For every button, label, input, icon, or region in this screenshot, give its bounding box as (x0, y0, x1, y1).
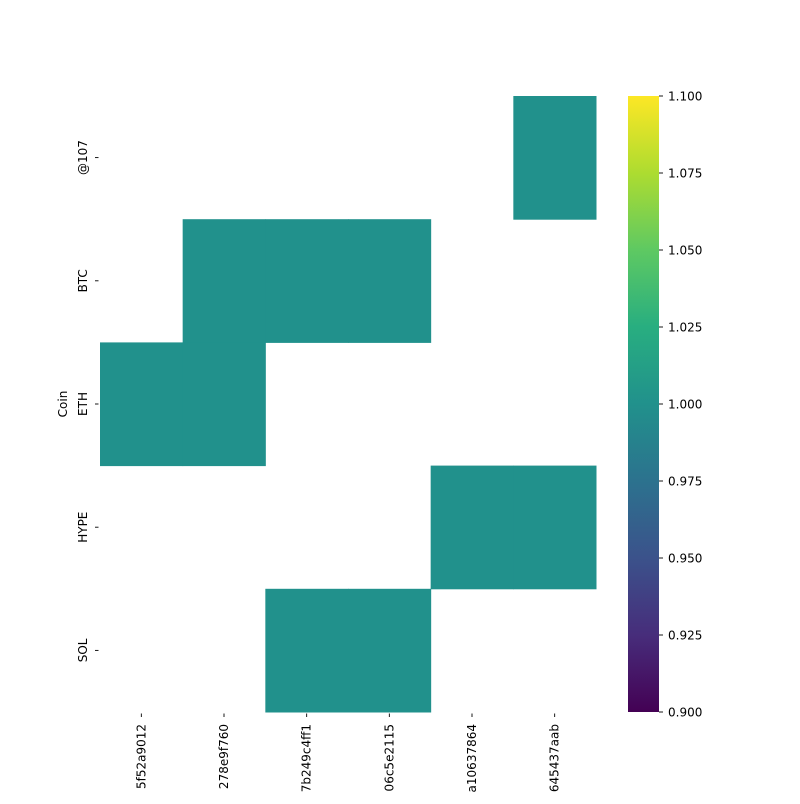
colorbar-tick-label: 0.975 (668, 474, 702, 488)
heatmap-cell (265, 588, 349, 713)
x-tick-label: 06c5e2115 (382, 724, 396, 791)
heatmap-cell (513, 465, 597, 590)
colorbar-gradient (628, 96, 659, 712)
x-tick-label: 7b249c4ff1 (300, 724, 314, 792)
y-tick-label: ETH (76, 392, 90, 416)
x-tick-label: 278e9f760 (217, 724, 231, 789)
heatmap-cell (182, 342, 266, 467)
colorbar-tick-label: 0.925 (668, 628, 702, 642)
x-tick-label: 5f52a9012 (134, 724, 148, 789)
colorbar-tick-label: 0.900 (668, 705, 702, 719)
colorbar-tick-label: 1.050 (668, 243, 702, 257)
y-axis-ticks: @107 BTC ETH HYPE SOL (76, 140, 99, 662)
y-axis-label: Coin (56, 391, 70, 418)
heatmap-cell (100, 342, 184, 467)
colorbar-tick-label: 1.100 (668, 89, 702, 103)
x-tick-label: a10637864 (465, 724, 479, 792)
y-tick-label: SOL (76, 638, 90, 662)
y-tick-label: HYPE (76, 512, 90, 543)
heatmap-cell (513, 96, 597, 220)
colorbar: 0.900 0.925 0.950 0.975 1.000 1.025 1.050 1.075… (628, 89, 702, 719)
colorbar-tick-label: 1.025 (668, 320, 702, 334)
colorbar-tick-label: 1.000 (668, 397, 702, 411)
x-axis-ticks: 5f52a9012 278e9f760 7b249c4ff1 06c5e2115 a10… (134, 713, 562, 792)
heatmap-cell (265, 219, 349, 343)
heatmap-cells (100, 96, 597, 713)
x-tick-label: 645437aab (548, 724, 562, 792)
heatmap-cell (182, 219, 266, 343)
heatmap-cell (430, 465, 514, 590)
heatmap-cell (348, 219, 432, 343)
y-tick-label: BTC (76, 269, 90, 292)
heatmap-cell (348, 588, 432, 713)
colorbar-tick-label: 0.950 (668, 551, 702, 565)
y-tick-label: @107 (76, 140, 90, 175)
colorbar-tick-label: 1.075 (668, 166, 702, 180)
